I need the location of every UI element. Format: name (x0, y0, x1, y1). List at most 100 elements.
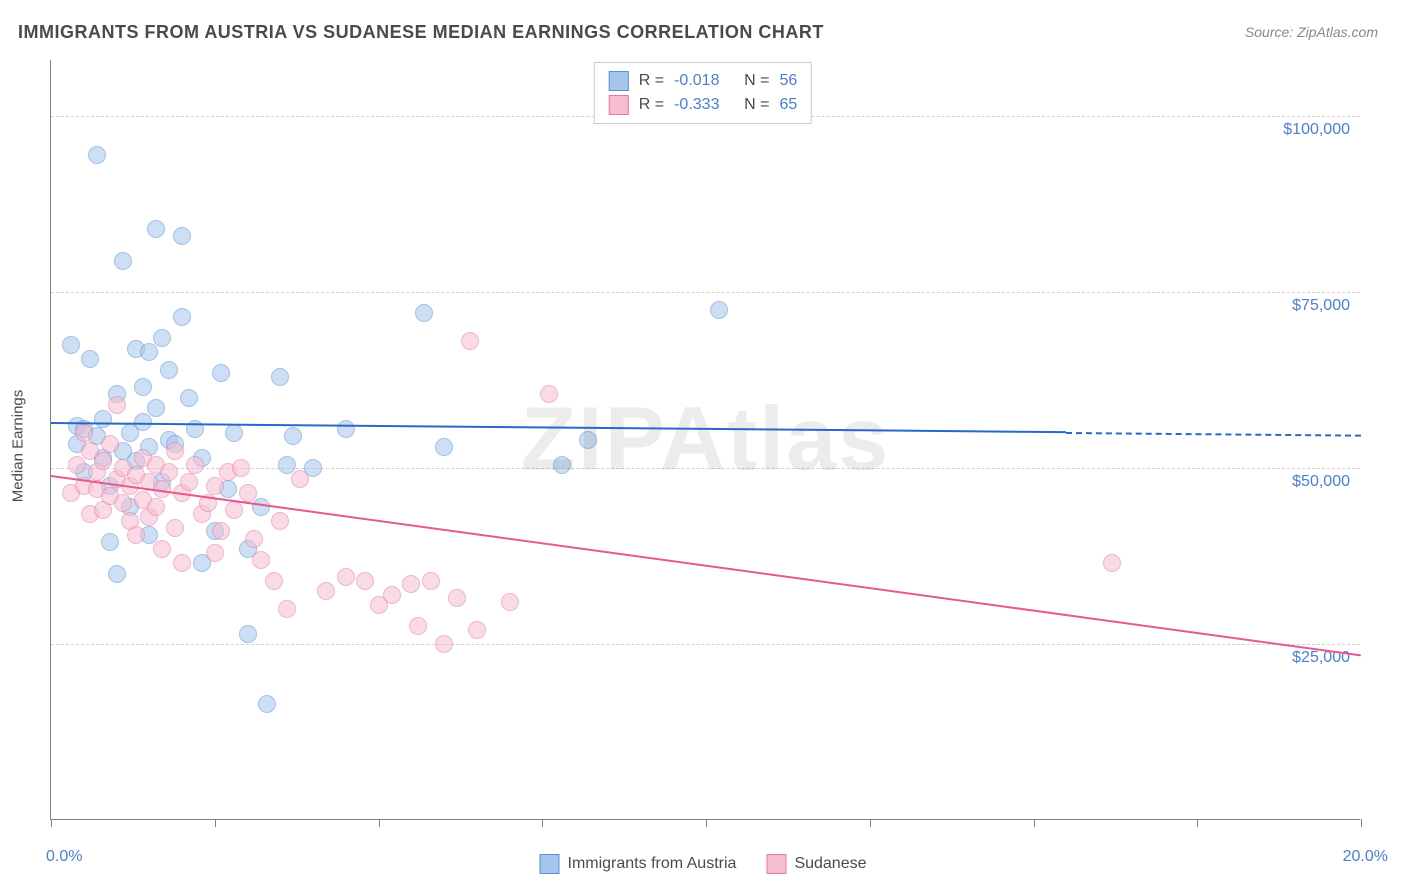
scatter-point (252, 498, 270, 516)
scatter-point (435, 635, 453, 653)
scatter-point (134, 378, 152, 396)
scatter-point (383, 586, 401, 604)
chart-container: IMMIGRANTS FROM AUSTRIA VS SUDANESE MEDI… (0, 0, 1406, 892)
scatter-point (108, 396, 126, 414)
n-label: N = (744, 72, 769, 90)
scatter-point (160, 463, 178, 481)
n-label: N = (744, 96, 769, 114)
scatter-point (206, 477, 224, 495)
scatter-point (153, 329, 171, 347)
scatter-point (461, 332, 479, 350)
scatter-point (284, 427, 302, 445)
legend-series-item: Immigrants from Austria (540, 854, 737, 874)
scatter-point (127, 526, 145, 544)
x-tick (379, 819, 380, 827)
scatter-point (206, 544, 224, 562)
scatter-point (245, 530, 263, 548)
legend-correlation-row: R = -0.018 N = 56 (609, 69, 797, 93)
scatter-point (422, 572, 440, 590)
legend-series-label: Immigrants from Austria (568, 855, 737, 873)
r-value: -0.333 (674, 96, 734, 114)
scatter-point (147, 498, 165, 516)
scatter-point (173, 554, 191, 572)
watermark-text: ZIPAtlas (521, 388, 890, 491)
scatter-point (212, 522, 230, 540)
scatter-point (402, 575, 420, 593)
scatter-point (166, 442, 184, 460)
x-tick (51, 819, 52, 827)
scatter-point (415, 304, 433, 322)
n-value: 56 (779, 72, 797, 90)
scatter-point (239, 625, 257, 643)
scatter-point (448, 589, 466, 607)
scatter-point (108, 565, 126, 583)
scatter-point (114, 252, 132, 270)
scatter-point (94, 452, 112, 470)
scatter-point (101, 435, 119, 453)
scatter-point (212, 364, 230, 382)
x-tick (870, 819, 871, 827)
scatter-point (186, 456, 204, 474)
scatter-point (173, 227, 191, 245)
scatter-point (258, 695, 276, 713)
scatter-point (553, 456, 571, 474)
scatter-point (337, 420, 355, 438)
legend-series-label: Sudanese (794, 855, 866, 873)
gridline-horizontal (51, 292, 1360, 293)
y-tick-label: $100,000 (1283, 121, 1350, 139)
scatter-point (166, 519, 184, 537)
scatter-point (265, 572, 283, 590)
scatter-point (140, 343, 158, 361)
scatter-point (501, 593, 519, 611)
scatter-point (356, 572, 374, 590)
scatter-point (409, 617, 427, 635)
x-axis-start-label: 0.0% (46, 848, 82, 866)
scatter-point (278, 600, 296, 618)
scatter-point (81, 350, 99, 368)
scatter-point (173, 308, 191, 326)
scatter-point (271, 368, 289, 386)
series-legend: Immigrants from Austria Sudanese (540, 854, 867, 874)
scatter-point (271, 512, 289, 530)
n-value: 65 (779, 96, 797, 114)
scatter-point (252, 551, 270, 569)
x-tick (706, 819, 707, 827)
scatter-point (147, 399, 165, 417)
x-axis-end-label: 20.0% (1343, 848, 1388, 866)
scatter-point (232, 459, 250, 477)
scatter-point (62, 336, 80, 354)
scatter-point (180, 389, 198, 407)
scatter-point (435, 438, 453, 456)
scatter-point (291, 470, 309, 488)
source-attribution: Source: ZipAtlas.com (1245, 24, 1378, 40)
scatter-point (75, 424, 93, 442)
r-value: -0.018 (674, 72, 734, 90)
scatter-point (153, 540, 171, 558)
trend-line-extrapolated (1066, 432, 1361, 437)
y-axis-label: Median Earnings (10, 390, 27, 503)
chart-title: IMMIGRANTS FROM AUSTRIA VS SUDANESE MEDI… (18, 22, 824, 43)
x-tick (542, 819, 543, 827)
scatter-point (180, 473, 198, 491)
legend-swatch (766, 854, 786, 874)
plot-area: ZIPAtlas $25,000$50,000$75,000$100,000 (50, 60, 1360, 820)
r-label: R = (639, 72, 664, 90)
scatter-point (540, 385, 558, 403)
scatter-point (337, 568, 355, 586)
legend-swatch (609, 71, 629, 91)
r-label: R = (639, 96, 664, 114)
scatter-point (225, 424, 243, 442)
scatter-point (101, 533, 119, 551)
scatter-point (710, 301, 728, 319)
scatter-point (579, 431, 597, 449)
scatter-point (160, 361, 178, 379)
scatter-point (317, 582, 335, 600)
y-tick-label: $75,000 (1292, 297, 1350, 315)
scatter-point (94, 410, 112, 428)
legend-swatch (540, 854, 560, 874)
scatter-point (1103, 554, 1121, 572)
scatter-point (147, 220, 165, 238)
scatter-point (68, 456, 86, 474)
x-tick (1361, 819, 1362, 827)
scatter-point (225, 501, 243, 519)
